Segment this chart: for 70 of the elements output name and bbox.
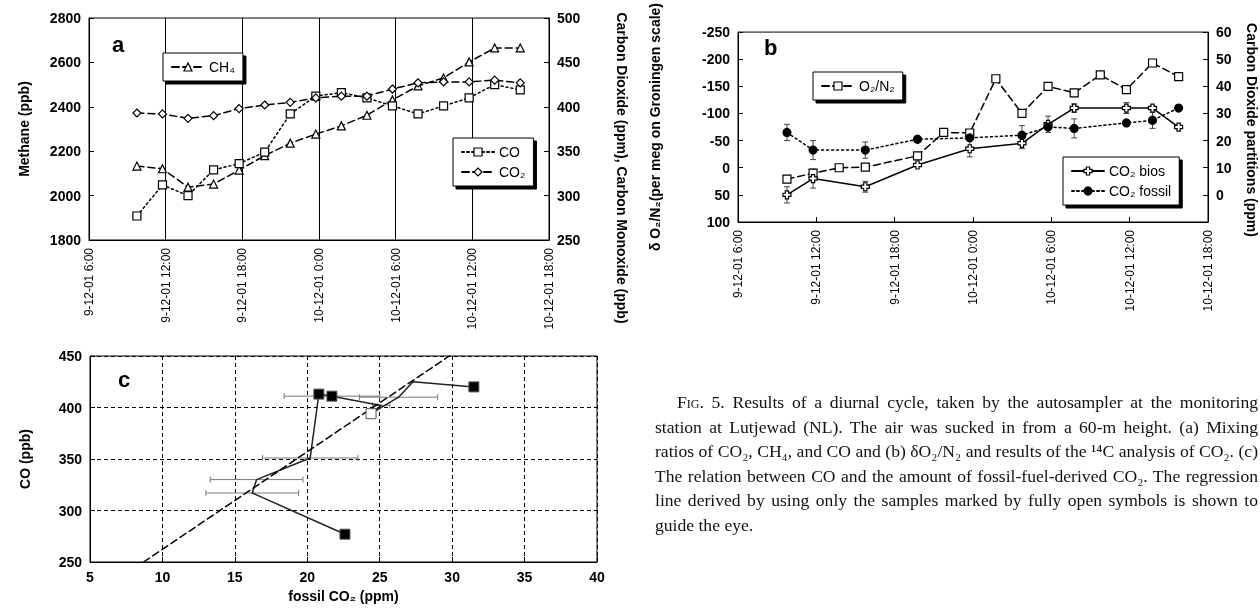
x-tick-label: 9-12-01 12:00 [158, 247, 173, 323]
x-tick-label: 35 [516, 569, 533, 585]
legend-label: CO [499, 144, 521, 160]
y2-tick-label: 450 [557, 54, 581, 71]
caption: Fig. 5. Results of a diurnal cycle, taken by the autosampler at the monitoring station at Lutjewad (NL). The air was sucked in from a 60-m height. (a) Mixing ratios of CO₂, CH₄, and CO and (b) δO₂/N₂ and results of the ¹⁴C analysis of CO₂. (c) The relation between CO and the amount of fossil-fuel-derived CO₂. The regression line derived by using only the samples marked by fully open symbols is shown to guide the eye. [655, 391, 1258, 537]
y-tick-label: 100 [706, 214, 731, 230]
y-axis-title: δ O₂/N₂(per meg on Groningen scale) [647, 3, 663, 252]
x-tick-label: 5 [86, 569, 95, 585]
y-tick-label: -100 [701, 105, 731, 122]
x-tick-label: 10-12-01 6:00 [388, 247, 403, 323]
y-tick-label: 0 [722, 159, 731, 176]
x-tick-label: 25 [371, 569, 388, 585]
y-axis-title: Methane (ppb) [16, 81, 32, 177]
x-tick-label: 15 [227, 569, 243, 585]
y-tick-label: 250 [58, 554, 83, 570]
y-tick-label: -200 [701, 51, 731, 68]
y-tick-label: 2200 [49, 143, 82, 160]
y2-tick-label: 20 [1216, 132, 1232, 149]
y2-axis-title: Carbon Dioxide (ppm), Carbon Monoxide (ppb) [614, 12, 630, 324]
x-tick-label: 20 [299, 569, 316, 585]
x-tick-label: 10-12-01 12:00 [465, 247, 480, 330]
y-tick-label: 2400 [49, 98, 82, 115]
y2-tick-label: 60 [1216, 24, 1232, 41]
y2-tick-label: 250 [557, 232, 581, 248]
y2-tick-label: 30 [1216, 105, 1232, 122]
y-tick-label: 2800 [49, 10, 82, 26]
x-tick-label: 10-12-01 0:00 [966, 229, 980, 305]
x-tick-label: 9-12-01 18:00 [887, 229, 902, 305]
text: a [112, 31, 125, 57]
y-axis-title: CO (ppb) [17, 429, 33, 489]
y-tick-label: -150 [701, 78, 731, 95]
x-tick-label: 10-12-01 6:00 [1044, 229, 1059, 305]
y-tick-label: 2600 [49, 54, 82, 71]
y2-tick-label: 300 [557, 187, 581, 204]
y2-tick-label: 0 [1216, 186, 1224, 203]
y-tick-label: 400 [58, 399, 83, 416]
y-tick-label: 350 [58, 451, 83, 467]
legend-label: CO₂ [499, 164, 526, 180]
x-tick-label: 40 [589, 569, 605, 585]
y2-tick-label: 500 [557, 10, 581, 26]
x-tick-label: 9-12-01 18:00 [235, 247, 250, 323]
x-tick-label: 9-12-01 6:00 [731, 229, 745, 299]
y2-axis-title: Carbon Dioxide partitions (ppm) [1244, 23, 1260, 237]
legend-label: CO₂ bios [1109, 163, 1166, 179]
y-tick-label: -50 [709, 132, 731, 149]
y-tick-label: 300 [58, 502, 83, 519]
x-tick-label: 10-12-01 0:00 [312, 247, 326, 323]
legend-label: O₂/N₂ [859, 78, 895, 94]
x-tick-label: 9-12-01 6:00 [82, 247, 96, 317]
x-tick-label: 9-12-01 12:00 [809, 229, 824, 305]
x-axis-title: fossil CO₂ (ppm) [288, 587, 399, 604]
text: c [118, 366, 131, 392]
x-tick-label: 10 [154, 569, 171, 585]
y-tick-label: 2000 [49, 187, 82, 204]
y-tick-label: 1800 [49, 232, 82, 248]
x-tick-label: 10-12-01 12:00 [1122, 229, 1137, 312]
chart-title: b [764, 34, 778, 60]
y2-tick-label: 50 [1216, 51, 1232, 68]
y-tick-label: 50 [714, 186, 731, 203]
y-tick-label: 450 [58, 348, 83, 364]
x-tick-label: 30 [444, 569, 461, 585]
y2-tick-label: 350 [557, 143, 581, 160]
y2-tick-label: 10 [1216, 159, 1232, 176]
y2-tick-label: 40 [1216, 78, 1232, 95]
legend-label: CH₄ [209, 59, 236, 75]
y-tick-label: -250 [701, 24, 731, 41]
x-tick-label: 10-12-01 18:00 [542, 247, 556, 330]
y2-tick-label: 400 [557, 98, 581, 115]
legend-label: CO₂ fossil [1109, 183, 1172, 199]
x-tick-label: 10-12-01 18:00 [1201, 229, 1215, 312]
